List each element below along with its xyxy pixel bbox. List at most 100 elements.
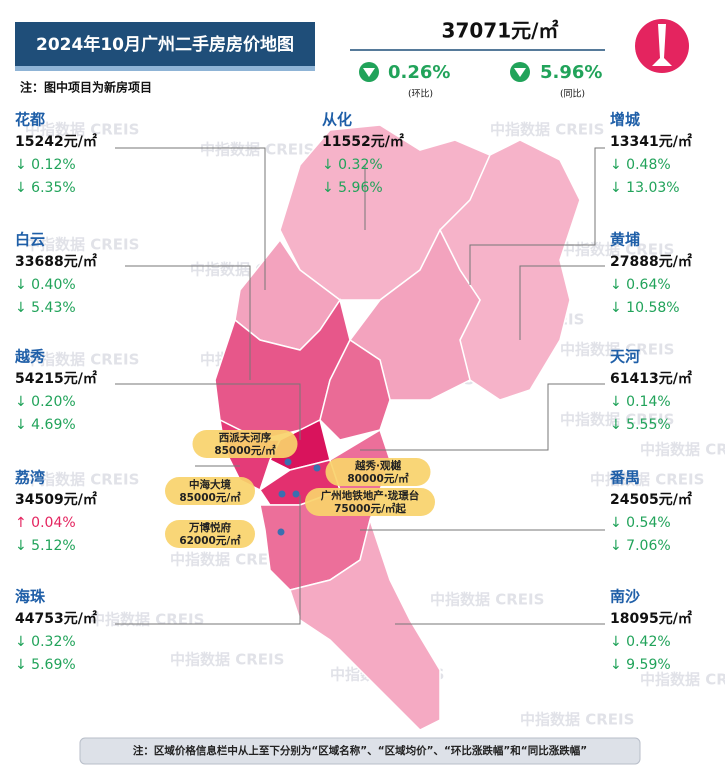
district-mom: ↓ 0.64% xyxy=(610,277,671,293)
title-underline xyxy=(15,66,315,71)
project-price: 80000元/㎡ xyxy=(347,472,409,485)
watermark: 中指数据 CREIS xyxy=(90,611,204,629)
district-yoy: ↓ 13.03% xyxy=(610,180,680,196)
district-yoy: ↓ 6.35% xyxy=(15,180,76,196)
district-yoy: ↓ 7.06% xyxy=(610,538,671,554)
district-price: 24505元/㎡ xyxy=(610,491,692,508)
district-price: 44753元/㎡ xyxy=(15,610,97,627)
watermark: 中指数据 CREIS xyxy=(560,411,674,429)
project-tag xyxy=(165,477,255,505)
project-name: 中海大境 xyxy=(189,478,231,491)
project-tag xyxy=(325,458,431,486)
district-yoy: ↓ 10.58% xyxy=(610,300,680,316)
projects: 西派天河序85000元/㎡中海大境85000元/㎡万博悦府62000元/㎡越秀·… xyxy=(165,430,435,548)
project-dot xyxy=(292,490,300,498)
project-dot xyxy=(313,464,321,472)
district-name: 天河 xyxy=(610,348,640,366)
district-yoy: ↓ 5.96% xyxy=(322,180,383,196)
watermark: 中指数据 CREIS xyxy=(170,551,284,569)
note: 注：图中项目为新房项目 xyxy=(20,80,152,95)
district-name: 增城 xyxy=(610,111,640,129)
mom-value: 0.26% xyxy=(388,62,450,83)
district-price: 13341元/㎡ xyxy=(610,133,692,150)
watermark: 中指数据 CREIS xyxy=(25,236,139,254)
district-mom: ↓ 0.54% xyxy=(610,515,671,531)
district-price: 18095元/㎡ xyxy=(610,610,692,627)
project-name: 广州地铁地产·珑璟台 xyxy=(321,489,420,502)
leader-line xyxy=(125,265,251,380)
district-price: 33688元/㎡ xyxy=(15,253,97,270)
district-price: 15242元/㎡ xyxy=(15,133,97,150)
district-mom: ↓ 0.20% xyxy=(15,394,76,410)
district-price: 11552元/㎡ xyxy=(322,133,404,150)
watermark: 中指数据 CREIS xyxy=(430,591,544,609)
project-name: 西派天河序 xyxy=(219,431,272,444)
yoy-label: (同比) xyxy=(560,88,585,100)
district-yoy: ↓ 5.55% xyxy=(610,417,671,433)
district-yoy: ↓ 5.43% xyxy=(15,300,76,316)
leader-line xyxy=(115,147,266,290)
watermark: 中指数据 CREIS xyxy=(25,121,139,139)
project-tag xyxy=(165,520,255,548)
watermark: 中指数据 CREIS xyxy=(200,141,314,159)
project-price: 85000元/㎡ xyxy=(214,444,276,457)
district-name: 越秀 xyxy=(14,348,46,366)
down-arrow xyxy=(363,68,375,77)
district-mom: ↓ 0.32% xyxy=(322,157,383,173)
district-price: 34509元/㎡ xyxy=(15,491,97,508)
watermark: 中指数据 CREIS xyxy=(640,671,725,689)
region-tianhe xyxy=(319,338,391,441)
district-mom: ↓ 0.32% xyxy=(15,634,76,650)
watermark: 中指数据 CREIS xyxy=(25,351,139,369)
district-mom: ↓ 0.40% xyxy=(15,277,76,293)
district-price: 27888元/㎡ xyxy=(610,253,692,270)
region-nansha xyxy=(289,517,441,731)
project-name: 越秀·观樾 xyxy=(354,459,401,472)
watermark: 中指数据 CREIS xyxy=(560,341,674,359)
project-name: 万博悦府 xyxy=(188,521,231,534)
project-price: 85000元/㎡ xyxy=(179,491,241,504)
title-banner xyxy=(15,22,315,66)
leader-line xyxy=(115,495,301,625)
district-mom: ↑ 0.04% xyxy=(15,515,76,531)
district-mom: ↓ 0.42% xyxy=(610,634,671,650)
district-yoy: ↓ 5.69% xyxy=(15,657,76,673)
project-price: 62000元/㎡ xyxy=(179,534,241,547)
district-yoy: ↓ 4.69% xyxy=(15,417,76,433)
district-name: 南沙 xyxy=(610,588,640,606)
project-tag xyxy=(192,430,298,458)
districts: 花都 15242元/㎡ ↓ 0.12% ↓ 6.35% 白云 33688元/㎡ ↓ 0.40… xyxy=(14,111,692,674)
district-price: 61413元/㎡ xyxy=(610,370,692,387)
district-name: 白云 xyxy=(15,231,45,249)
leader-line xyxy=(360,383,605,451)
project-price: 75000元/㎡起 xyxy=(334,502,406,515)
leader-line xyxy=(469,147,605,285)
tower-icon xyxy=(652,24,672,66)
district-mom: ↓ 0.12% xyxy=(15,157,76,173)
district-yoy: ↓ 9.59% xyxy=(610,657,671,673)
district-name: 从化 xyxy=(322,111,352,129)
district-name: 番禺 xyxy=(609,469,640,487)
district-name: 海珠 xyxy=(15,588,46,606)
title: 2024年10月广州二手房房价地图 xyxy=(36,34,294,55)
district-name: 荔湾 xyxy=(15,469,45,487)
watermark: 中指数据 CREIS xyxy=(25,471,139,489)
leader-lines xyxy=(115,147,605,625)
project-dot xyxy=(284,458,292,466)
watermark: 中指数据 CREIS xyxy=(640,441,725,459)
district-name: 黄埔 xyxy=(610,231,640,249)
yoy-value: 5.96% xyxy=(540,62,602,83)
leader-line xyxy=(115,383,301,440)
map xyxy=(214,124,581,731)
mom-label: (环比) xyxy=(408,88,433,100)
district-price: 54215元/㎡ xyxy=(15,370,97,387)
watermark: 中指数据 CREIS xyxy=(520,711,634,729)
down-arrow xyxy=(514,68,526,77)
district-yoy: ↓ 5.12% xyxy=(15,538,76,554)
footer-box xyxy=(79,737,641,765)
leader-line xyxy=(519,265,605,340)
district-name: 花都 xyxy=(15,111,45,129)
project-dot xyxy=(277,528,285,536)
